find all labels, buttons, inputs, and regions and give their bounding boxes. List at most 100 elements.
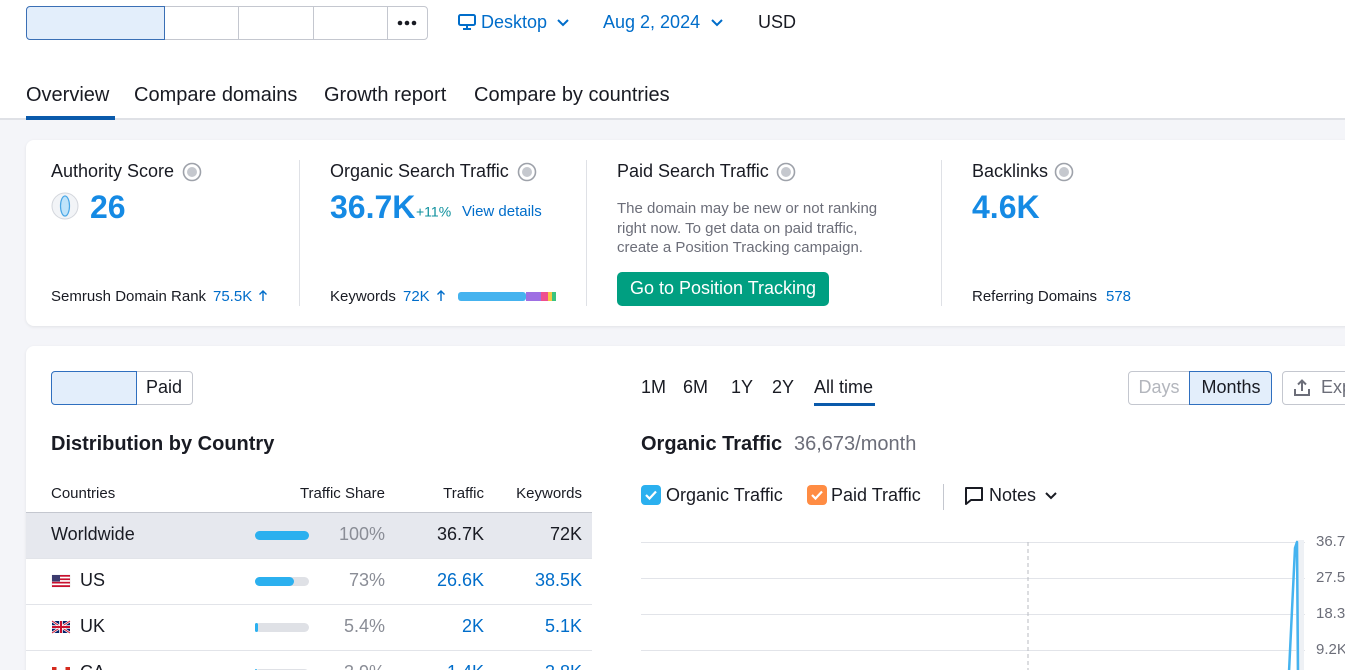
- active-period-underline: [814, 403, 875, 406]
- export-button[interactable]: [1282, 371, 1345, 405]
- export-icon: [1294, 379, 1310, 396]
- granularity-button[interactable]: [1128, 371, 1190, 405]
- paid-description: right now. To get data on paid traffic,: [617, 219, 858, 237]
- active-tab-underline: [26, 116, 115, 120]
- divider: [299, 160, 300, 306]
- database-button[interactable]: [238, 6, 314, 40]
- device-select[interactable]: Desktop: [481, 12, 548, 33]
- chart-summary: 36,673/month: [794, 433, 917, 455]
- y-axis-label: 27.5K: [1316, 569, 1345, 586]
- grid-line: [641, 578, 1305, 579]
- traffic[interactable]: 2K: [461, 616, 484, 637]
- info-icon: [1054, 162, 1074, 182]
- flag: [51, 574, 71, 588]
- switch-button[interactable]: [136, 371, 193, 405]
- chart-guide: [1027, 542, 1029, 670]
- chart-title: Organic Traffic: [641, 433, 783, 455]
- grid-line: [641, 614, 1305, 615]
- legend-label[interactable]: Organic Traffic: [666, 485, 783, 506]
- table-row[interactable]: [26, 651, 592, 670]
- divider: [586, 160, 587, 306]
- y-axis-label: 18.3K: [1316, 605, 1345, 622]
- traffic[interactable]: 1.4K: [447, 662, 484, 670]
- column-header: Traffic: [443, 485, 484, 502]
- more-icon: [397, 20, 417, 26]
- metric-label: Paid Search Traffic: [617, 161, 769, 182]
- info-icon: [776, 162, 796, 182]
- nav-tab[interactable]: Overview: [26, 84, 110, 106]
- date-select[interactable]: Aug 2, 2024: [603, 12, 701, 33]
- grid-line: [641, 542, 1305, 543]
- database-button[interactable]: [164, 6, 239, 40]
- info-icon: [517, 162, 537, 182]
- database-button[interactable]: [26, 6, 165, 40]
- position-tracking-label[interactable]: Go to Position Tracking: [629, 278, 817, 299]
- metric-footer-value[interactable]: 75.5K: [213, 288, 253, 305]
- paid-description: The domain may be new or not ranking: [617, 200, 878, 217]
- metric-value: 26: [90, 188, 126, 225]
- metric-label: Backlinks: [972, 161, 1049, 182]
- period-button[interactable]: 6M: [683, 377, 709, 398]
- keywords: 72K: [549, 524, 582, 545]
- country-name: Worldwide: [51, 524, 135, 545]
- column-header: Traffic Share: [299, 485, 385, 502]
- keywords[interactable]: 3.8K: [545, 662, 582, 670]
- share-bar: [255, 623, 258, 632]
- legend-divider: [943, 484, 944, 510]
- nav-tab[interactable]: Compare domains: [134, 84, 298, 106]
- traffic-share: 5.4%: [343, 616, 385, 637]
- granularity-label: Days: [1138, 377, 1180, 398]
- period-button[interactable]: 2Y: [772, 377, 795, 398]
- nav-tab[interactable]: Compare by countries: [474, 84, 670, 106]
- y-axis-label: 9.2K: [1316, 641, 1345, 658]
- chevron-icon: [711, 19, 723, 27]
- column-header: Countries: [51, 485, 116, 502]
- notes-button[interactable]: Notes: [989, 485, 1037, 506]
- metric-footer-label: Keywords: [330, 288, 396, 305]
- metric-value: 4.6K: [972, 188, 1040, 225]
- share-bar: [255, 531, 309, 540]
- chevron-icon: [557, 19, 569, 27]
- view-details-link[interactable]: View details: [462, 203, 542, 220]
- table-row[interactable]: [26, 513, 592, 559]
- position-tracking-button[interactable]: [617, 272, 829, 306]
- column-header: Keywords: [516, 485, 582, 502]
- notes-icon: [965, 487, 983, 505]
- flag: [52, 667, 70, 670]
- metric-footer-label: Referring Domains: [972, 288, 1098, 305]
- metric-label: Authority Score: [51, 161, 175, 182]
- nav-tab[interactable]: Growth report: [324, 84, 447, 106]
- metric-footer-label: Semrush Domain Rank: [51, 288, 207, 305]
- granularity-button[interactable]: [1189, 371, 1272, 405]
- grid-line: [641, 650, 1305, 651]
- up-arrow-icon: [437, 290, 445, 301]
- up-arrow-icon: [259, 290, 267, 301]
- period-button[interactable]: 1Y: [731, 377, 754, 398]
- currency: USD: [758, 12, 797, 33]
- metric-footer-value[interactable]: 578: [1106, 288, 1132, 305]
- share-track: [255, 623, 309, 632]
- period-button[interactable]: All time: [814, 377, 874, 398]
- traffic-share: 100%: [338, 524, 385, 545]
- flag: [51, 620, 71, 634]
- period-button[interactable]: 1M: [641, 377, 667, 398]
- metric-footer-value[interactable]: 72K: [403, 288, 430, 305]
- traffic[interactable]: 26.6K: [436, 570, 484, 591]
- keywords[interactable]: 5.1K: [544, 616, 582, 637]
- info-icon: [182, 162, 202, 182]
- traffic-share: 3.9%: [344, 662, 385, 670]
- table-row[interactable]: [26, 559, 592, 605]
- country-name: UK: [80, 616, 106, 637]
- legend-label[interactable]: Paid Traffic: [831, 485, 921, 506]
- database-button[interactable]: [313, 6, 388, 40]
- metric-label: Organic Search Traffic: [330, 161, 509, 182]
- table-row[interactable]: [26, 605, 592, 651]
- keywords-bar: [458, 292, 556, 301]
- switch-button[interactable]: [51, 371, 137, 405]
- chevron-icon: [1045, 492, 1057, 500]
- traffic: 36.7K: [436, 524, 484, 545]
- keywords[interactable]: 38.5K: [534, 570, 582, 591]
- metric-change: +11%: [416, 203, 452, 220]
- export-label[interactable]: Export: [1321, 377, 1345, 398]
